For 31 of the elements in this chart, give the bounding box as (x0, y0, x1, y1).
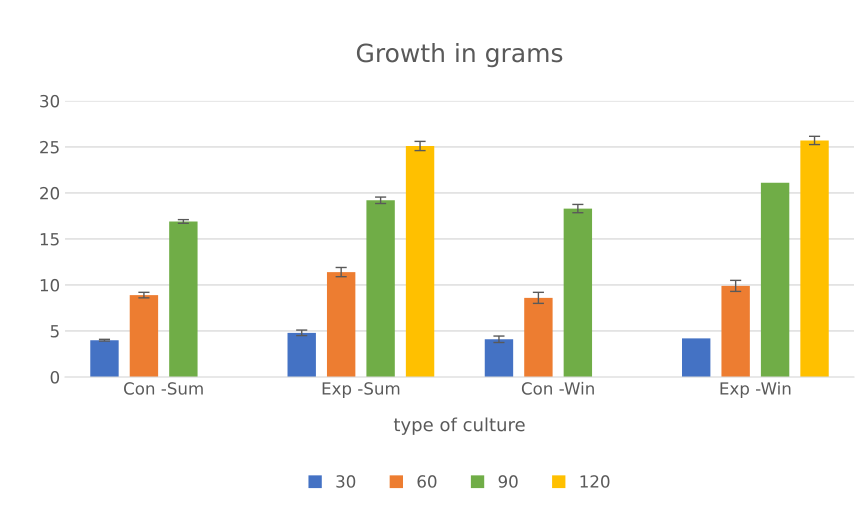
y-tick-label: 30 (40, 94, 60, 108)
legend-label: 30 (336, 475, 356, 488)
legend-label: 120 (580, 475, 610, 488)
legend-label: 90 (498, 475, 518, 488)
bar (406, 146, 434, 378)
bar (288, 332, 316, 378)
x-axis-title: type of culture (394, 417, 525, 435)
y-tick-label: 0 (50, 370, 60, 384)
y-tick-label: 25 (40, 140, 59, 154)
x-tick-label: Exp -Sum (322, 382, 400, 398)
bar (721, 286, 750, 378)
chart-title: Growth in grams (356, 43, 562, 68)
x-tick-label: Con -Sum (124, 382, 203, 395)
bar (169, 221, 198, 378)
y-tick-label: 15 (40, 233, 59, 246)
bar (524, 298, 553, 378)
x-tick-label: Con -Win (522, 382, 594, 395)
bar (326, 272, 356, 378)
legend-label: 60 (417, 475, 436, 488)
y-tick-label: 5 (50, 325, 59, 338)
bar (564, 208, 592, 378)
bar (130, 295, 158, 378)
bar (800, 140, 829, 378)
bar (90, 340, 119, 378)
bar (760, 182, 790, 378)
y-tick-label: 10 (40, 278, 60, 292)
y-tick-label: 20 (40, 186, 60, 200)
x-tick-label: Exp -Win (720, 382, 790, 398)
bar (484, 339, 514, 378)
bar (366, 200, 395, 378)
bar (682, 338, 710, 378)
